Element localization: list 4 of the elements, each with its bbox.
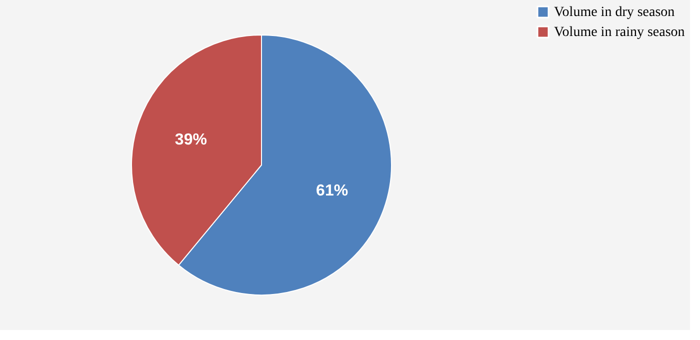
legend-label: Volume in rainy season <box>554 25 685 40</box>
legend-label: Volume in dry season <box>554 5 675 20</box>
data-label: 61% <box>316 182 348 200</box>
data-label: 39% <box>174 132 207 149</box>
